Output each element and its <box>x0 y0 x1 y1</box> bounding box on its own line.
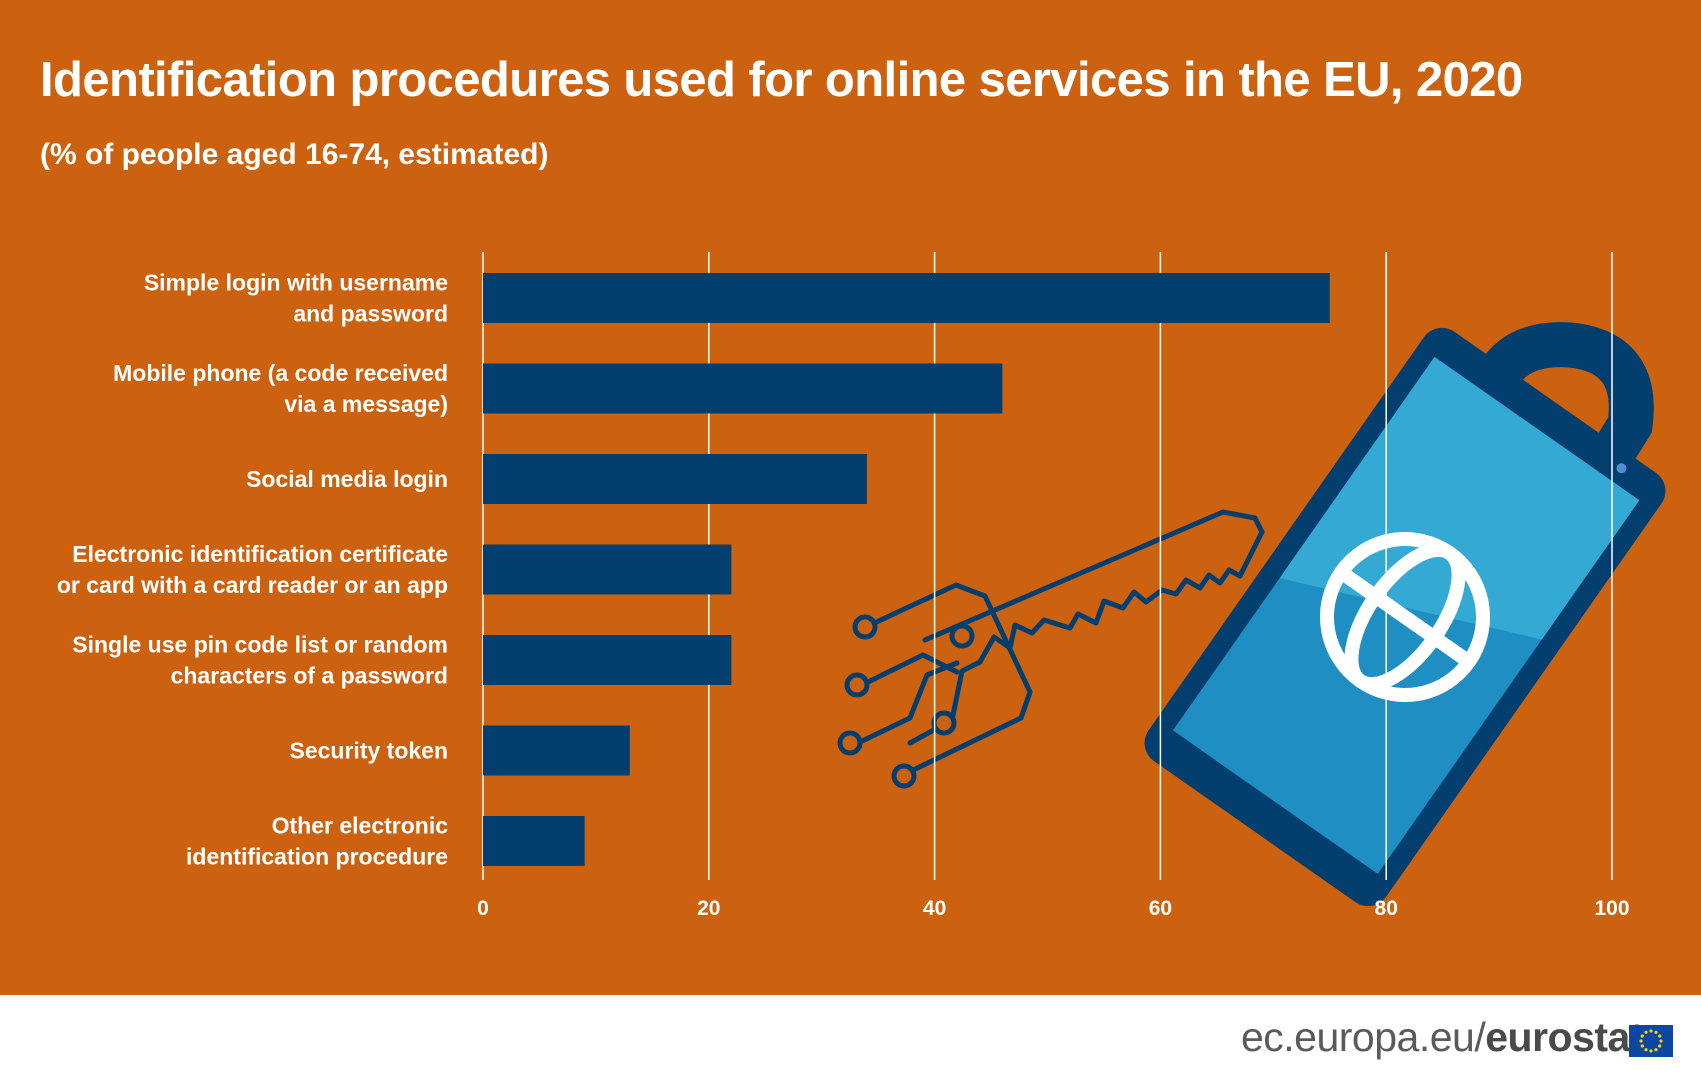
globe-icon <box>1320 532 1490 702</box>
x-tick-label: 20 <box>697 897 720 920</box>
category-label: Electronic identification certificate or … <box>57 541 448 598</box>
bar <box>483 635 732 685</box>
chart-subtitle: (% of people aged 16-74, estimated) <box>40 138 549 171</box>
chart-title: Identification procedures used for onlin… <box>40 53 1523 107</box>
category-label: Simple login with username and password <box>144 270 448 327</box>
source-link[interactable]: ec.europa.eu/eurostat <box>1240 1014 1644 1061</box>
category-label: Social media login <box>246 466 448 492</box>
padlock-phone-icon <box>837 322 1666 907</box>
x-tick-label: 60 <box>1149 897 1172 920</box>
category-label: Other electronic identification procedure <box>186 813 448 870</box>
circuit-key-icon <box>837 509 1265 789</box>
bar <box>483 273 1330 323</box>
bar <box>483 454 867 504</box>
eu-flag-icon <box>1629 1025 1673 1057</box>
category-label: Mobile phone (a code received via a messa… <box>113 360 448 417</box>
x-tick-label: 80 <box>1375 897 1398 920</box>
x-tick-label: 40 <box>923 897 946 920</box>
source-brand: eurostat <box>1485 1014 1643 1060</box>
bar <box>483 363 1003 414</box>
category-label: Security token <box>290 738 449 764</box>
x-tick-label: 100 <box>1594 897 1629 920</box>
source-site: ec.europa.eu/ <box>1240 1014 1486 1060</box>
x-tick-label: 0 <box>477 897 489 920</box>
bar-chart: Simple login with username and password Mo… <box>57 252 1630 920</box>
bar <box>483 725 630 776</box>
bar <box>483 816 585 866</box>
bar <box>483 544 732 595</box>
category-label: Single use pin code list or random charac… <box>72 632 448 689</box>
